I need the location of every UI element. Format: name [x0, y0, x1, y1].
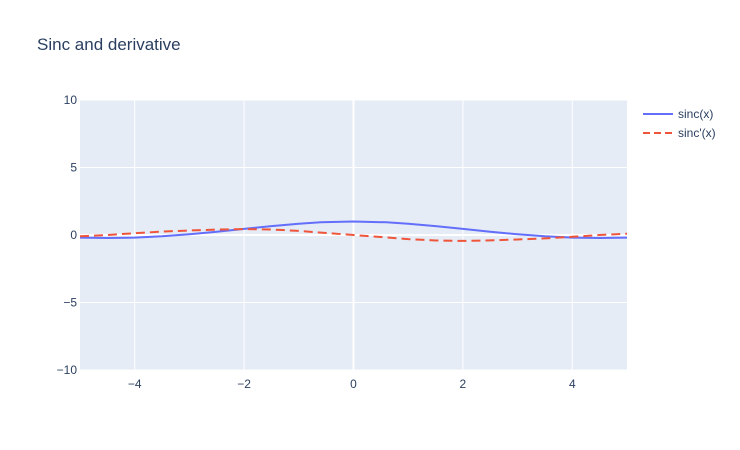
y-tick-label: 0 — [70, 228, 77, 242]
x-axis: −4 −2 0 2 4 — [128, 377, 576, 391]
x-tick-label: 2 — [460, 377, 467, 391]
chart-title: Sinc and derivative — [37, 35, 181, 54]
legend-item-sinc-derivative[interactable]: sinc'(x) — [643, 126, 716, 140]
x-tick-label: 4 — [569, 377, 576, 391]
y-tick-label: 10 — [64, 93, 78, 107]
y-tick-label: −10 — [57, 363, 78, 377]
legend-label-sinc: sinc(x) — [678, 107, 713, 121]
series-layer — [79, 220, 628, 242]
x-tick-label: −2 — [237, 377, 251, 391]
series-line-0 — [79, 220, 628, 240]
x-tick-label: 0 — [350, 377, 357, 391]
series-line-1 — [79, 228, 628, 242]
y-tick-label: −5 — [63, 296, 77, 310]
legend-label-sinc-derivative: sinc'(x) — [678, 126, 716, 140]
legend[interactable]: sinc(x) sinc'(x) — [643, 107, 716, 140]
legend-item-sinc[interactable]: sinc(x) — [643, 107, 713, 121]
x-tick-label: −4 — [128, 377, 142, 391]
y-axis: −10 −5 0 5 10 — [57, 93, 78, 377]
y-tick-label: 5 — [70, 161, 77, 175]
